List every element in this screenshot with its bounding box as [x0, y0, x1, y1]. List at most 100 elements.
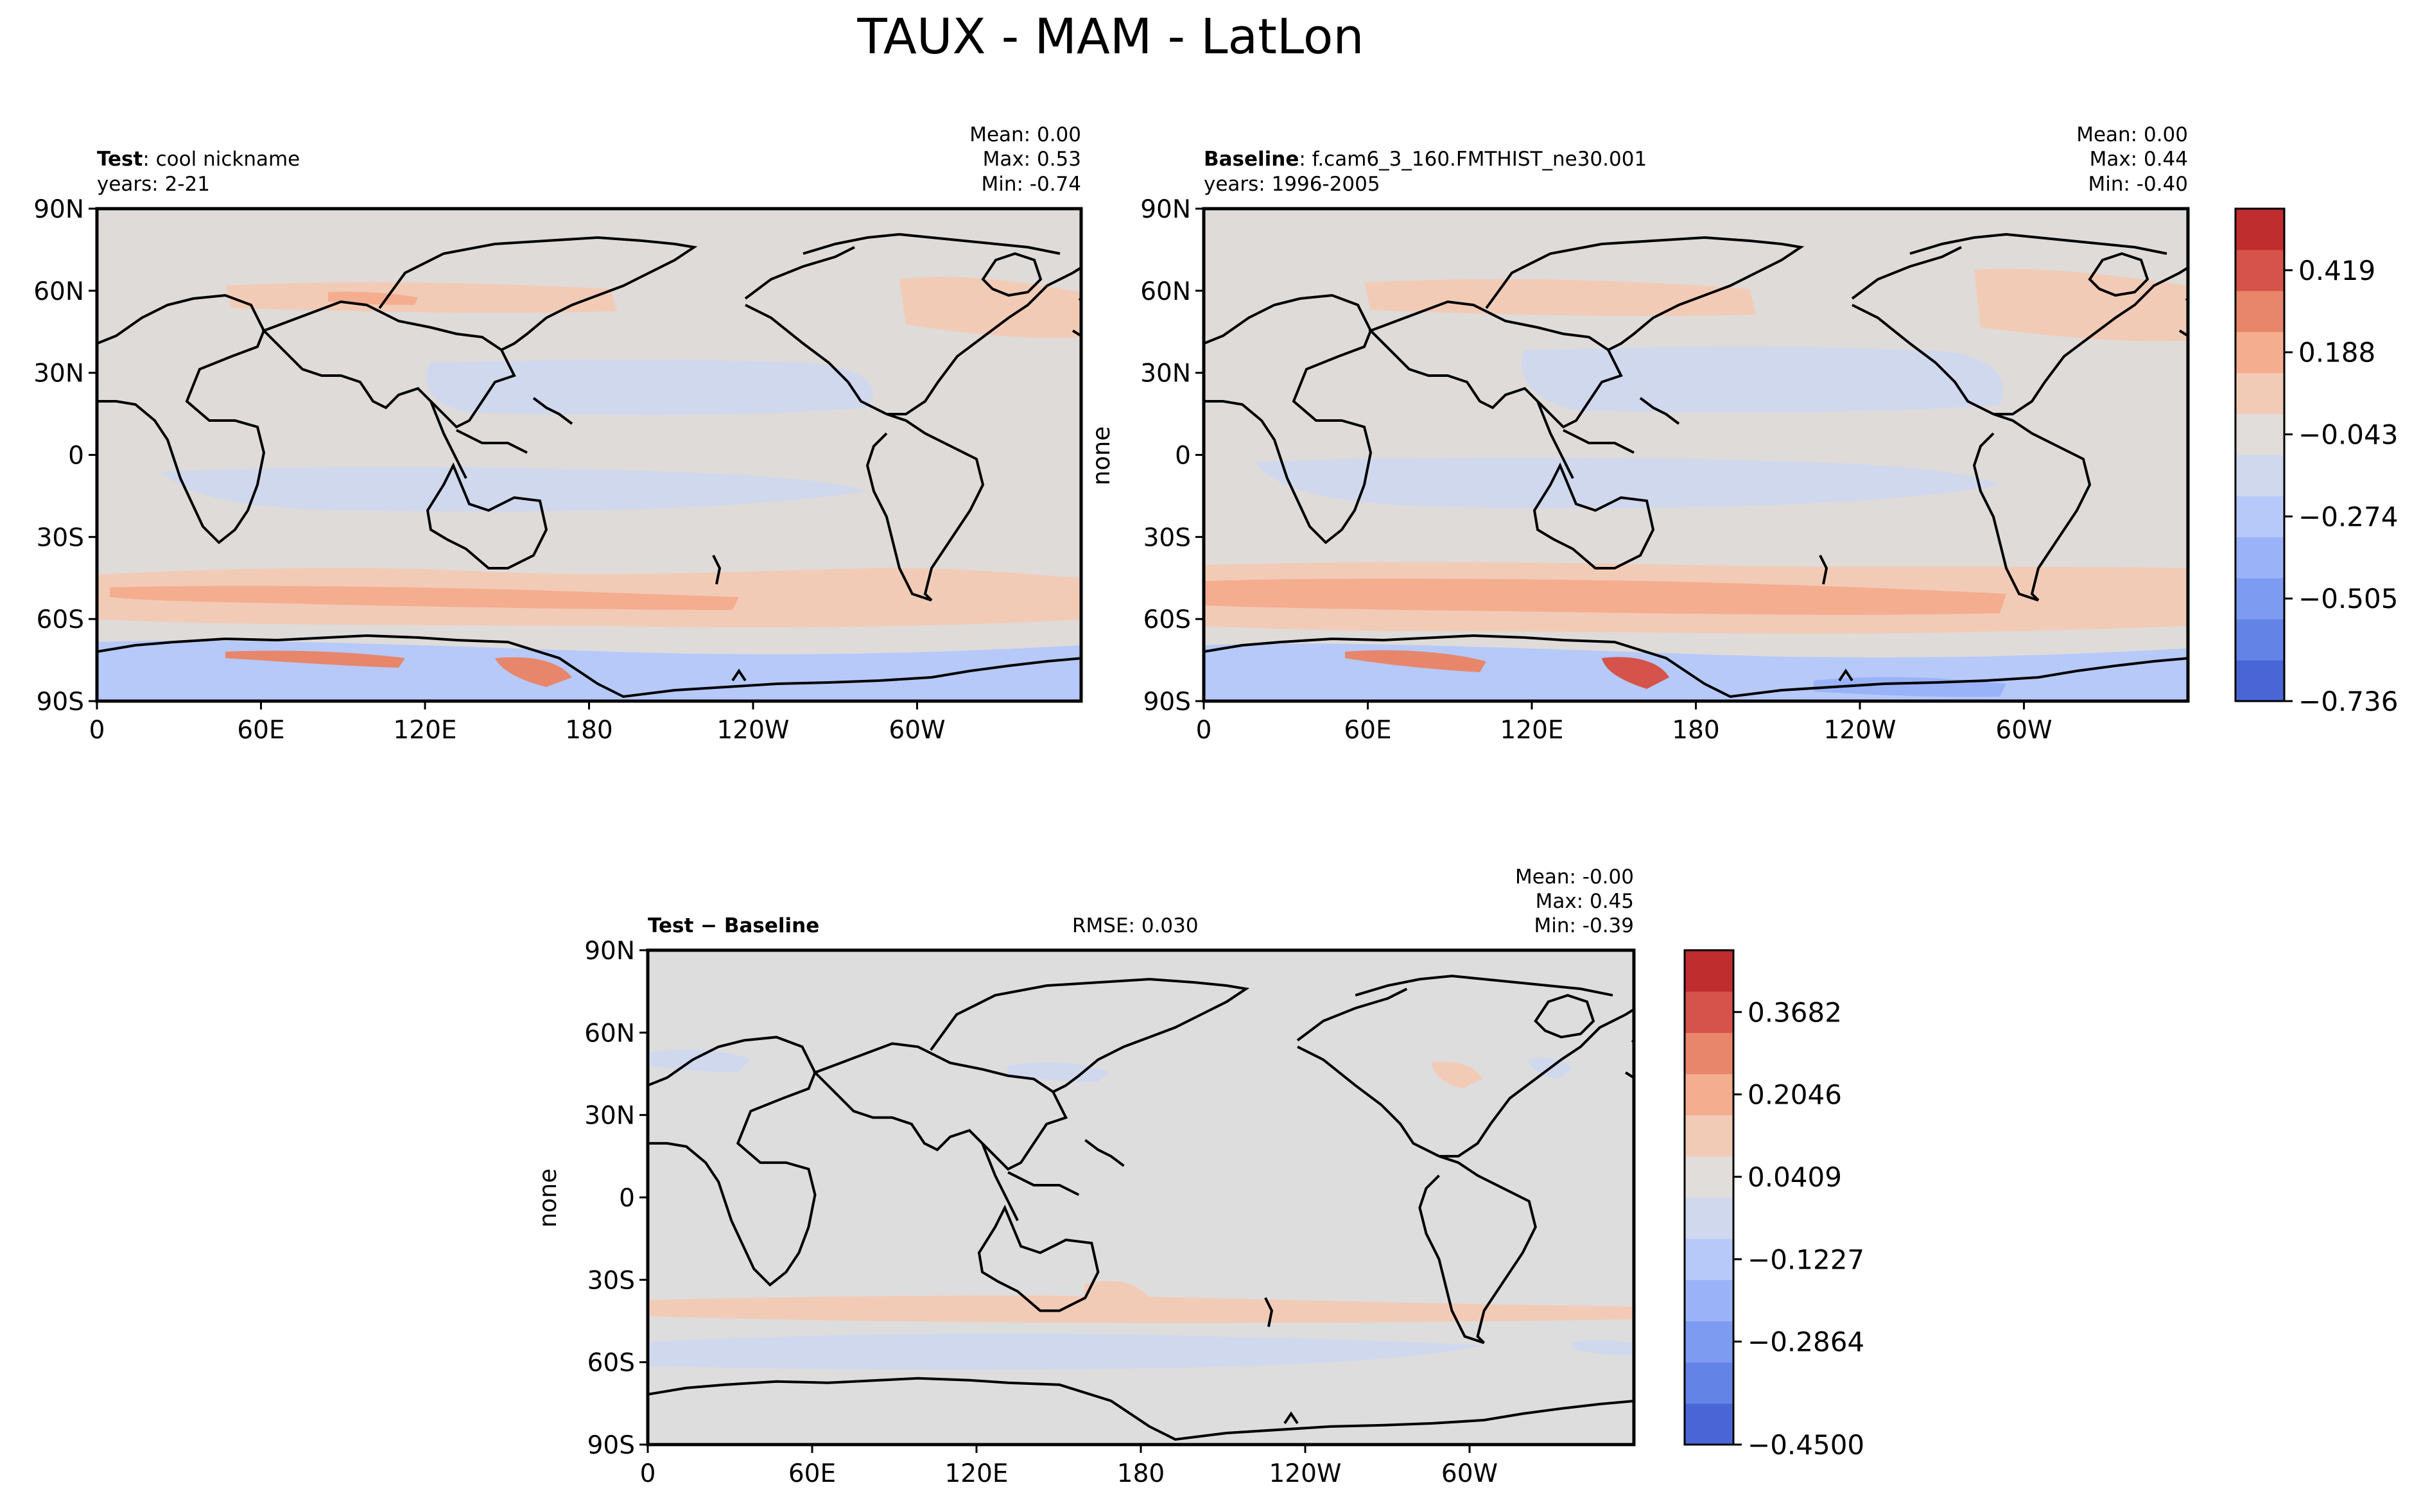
baseline-x-tick-label: 60E — [1344, 716, 1391, 745]
colorbar-bottom-tick-label: −0.4500 — [1748, 1429, 1864, 1461]
panel-difference: Test − Baseline RMSE: 0.030 Mean: -0.00 … — [534, 865, 1864, 1488]
diff-x-tick-label: 180 — [1117, 1459, 1165, 1488]
baseline-contours — [1204, 269, 2188, 701]
baseline-y-tick-label: 0 — [1175, 442, 1191, 471]
colorbar-top-level-7 — [2235, 372, 2284, 415]
baseline-trades-north — [1521, 347, 2004, 413]
test-x-tick-label: 120W — [716, 716, 789, 745]
diff-europe-blue — [648, 1049, 751, 1072]
baseline-y-tick-label: 90S — [1143, 688, 1191, 717]
test-y-tick-label: 30S — [37, 523, 84, 552]
baseline-y-tick-label: 30S — [1143, 523, 1191, 552]
figure-title: TAUX - MAM - LatLon — [856, 8, 1364, 65]
test-mean: Mean: 0.00 — [969, 123, 1081, 146]
colorbar-bottom-level-9 — [1685, 1032, 1733, 1074]
colorbar-bottom-level-10 — [1685, 991, 1733, 1033]
colorbar-top-tick-label: −0.274 — [2298, 501, 2398, 532]
colorbar-top-level-4 — [2235, 496, 2284, 537]
baseline-ross-sea — [1602, 657, 1669, 689]
test-y-tick-label: 60S — [37, 605, 84, 634]
diff-y-tick-label: 90S — [587, 1431, 635, 1460]
baseline-min: Min: -0.40 — [2088, 173, 2188, 196]
diff-ylabel: none — [534, 1169, 562, 1228]
baseline-y-tick-label: 30N — [1140, 360, 1191, 388]
diff-y-tick-label: 60N — [584, 1019, 635, 1048]
colorbar-bottom-tick-label: −0.1227 — [1748, 1244, 1864, 1275]
colorbar-top-level-5 — [2235, 455, 2284, 496]
baseline-x-tick-label: 120E — [1500, 716, 1563, 745]
test-axis-ticks: 0 60E 120E 180 120W 60W 90N 60N 30N 0 30S 60S 90S — [33, 195, 945, 745]
test-x-tick-label: 120E — [393, 716, 456, 745]
test-min: Min: -0.74 — [981, 173, 1081, 196]
colorbar-top-frame — [2234, 207, 2286, 702]
test-y-tick-label: 90S — [37, 688, 84, 717]
baseline-x-tick-label: 0 — [1196, 716, 1212, 745]
colorbar-top-tick-label: −0.736 — [2298, 686, 2398, 717]
test-x-tick-label: 180 — [565, 716, 612, 745]
test-years: years: 2-21 — [97, 173, 210, 196]
colorbar-bottom-level-2 — [1685, 1321, 1733, 1363]
baseline-mean: Mean: 0.00 — [2076, 123, 2188, 146]
diff-pacific-blue-north — [1007, 1062, 1110, 1082]
colorbar-bottom-level-5 — [1685, 1197, 1733, 1239]
test-x-tick-label: 60W — [889, 716, 945, 745]
svg-text:Baseline: f.cam6_3_160.FMTHIST: Baseline: f.cam6_3_160.FMTHIST_ne30.001 — [1204, 148, 1647, 171]
colorbar-bottom-tick-label: 0.3682 — [1748, 996, 1842, 1028]
baseline-antarctic-core — [1345, 650, 1486, 672]
baseline-westerly-core-south — [1204, 578, 2006, 615]
diff-atlantic-red — [1431, 1061, 1482, 1088]
test-y-tick-label: 60N — [33, 277, 84, 306]
test-y-tick-label: 0 — [68, 442, 84, 471]
test-ross-sea — [495, 657, 572, 687]
baseline-y-tick-label: 60N — [1140, 277, 1191, 306]
colorbar-bottom-tick-label: 0.2046 — [1748, 1079, 1842, 1111]
colorbar-top-level-8 — [2235, 331, 2284, 374]
diff-rmse: RMSE: 0.030 — [1072, 914, 1199, 937]
diff-southern-red-band — [648, 1295, 1634, 1323]
colorbar-bottom-level-8 — [1685, 1073, 1733, 1116]
baseline-max: Max: 0.44 — [2090, 148, 2188, 171]
colorbar-top-level-11 — [2235, 209, 2284, 250]
diff-x-tick-label: 60W — [1441, 1459, 1498, 1488]
diff-y-tick-label: 90N — [584, 937, 635, 966]
test-trades-north — [426, 360, 873, 415]
colorbar-top-level-3 — [2235, 537, 2284, 578]
test-westerly-band-north — [225, 282, 617, 313]
diff-max: Max: 0.45 — [1536, 890, 1634, 913]
diff-x-tick-label: 0 — [640, 1459, 656, 1488]
colorbar-bottom-frame — [1683, 949, 1735, 1446]
colorbar-top-level-2 — [2235, 578, 2284, 620]
diff-southern-blue-band — [648, 1334, 1482, 1370]
baseline-atlantic-north — [1974, 269, 2188, 342]
baseline-x-tick-label: 60W — [1995, 716, 2052, 745]
diff-y-tick-label: 60S — [587, 1349, 635, 1378]
colorbar-bottom-level-0 — [1685, 1403, 1733, 1445]
baseline-x-tick-label: 120W — [1823, 716, 1896, 745]
baseline-x-tick-label: 180 — [1672, 716, 1719, 745]
svg-text:Test: cool nickname: Test: cool nickname — [97, 148, 300, 171]
baseline-trades-south — [1255, 457, 2000, 508]
test-name-rest: : cool nickname — [143, 148, 300, 171]
baseline-name-bold: Baseline — [1204, 148, 1299, 171]
baseline-axis-ticks: 0 60E 120E 180 120W 60W 90N 60N 30N 0 30S 60S 90S — [1140, 195, 2052, 745]
diff-x-tick-label: 60E — [788, 1459, 836, 1488]
diff-name-bold: Test − Baseline — [648, 914, 819, 937]
diff-x-tick-label: 120E — [944, 1459, 1008, 1488]
colorbar-top-level-0 — [2235, 660, 2284, 702]
colorbar-top-tick-label: 0.188 — [2298, 337, 2375, 369]
test-trades-south — [161, 467, 867, 512]
test-y-tick-label: 90N — [33, 195, 84, 224]
colorbar-bottom: 0.3682 0.2046 0.0409 −0.1227 −0.2864 −0.4500 — [1683, 949, 1864, 1461]
colorbar-top-level-1 — [2235, 619, 2284, 661]
colorbar-top-level-6 — [2235, 413, 2284, 455]
test-antarctic-core — [225, 650, 405, 668]
colorbar-bottom-level-7 — [1685, 1115, 1733, 1157]
baseline-y-tick-label: 60S — [1143, 605, 1191, 634]
panel-test: Test: cool nickname years: 2-21 Mean: 0.… — [33, 123, 1083, 745]
diff-map — [648, 950, 1634, 1445]
test-x-tick-label: 0 — [89, 716, 105, 745]
test-x-tick-label: 60E — [237, 716, 284, 745]
colorbar-top-level-9 — [2235, 290, 2284, 333]
diff-y-tick-label: 0 — [619, 1184, 635, 1213]
